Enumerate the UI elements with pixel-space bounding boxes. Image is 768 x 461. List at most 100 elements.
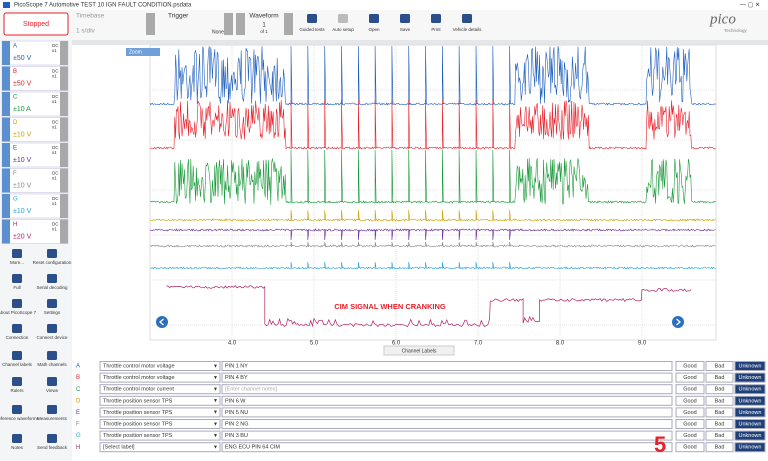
label-select[interactable] <box>99 419 221 429</box>
tool-icon[interactable] <box>47 434 57 443</box>
note-field[interactable] <box>221 372 673 383</box>
channel-plus[interactable] <box>60 117 68 142</box>
channel-minus[interactable] <box>2 92 10 116</box>
stopped-button[interactable] <box>3 12 69 36</box>
waveform-minus[interactable] <box>236 13 245 35</box>
tool-icon[interactable] <box>47 249 57 258</box>
tool-icon[interactable] <box>12 405 22 414</box>
nav-button[interactable] <box>672 316 684 328</box>
channel-probe: x1 <box>52 201 57 206</box>
channel-minus[interactable] <box>2 143 10 167</box>
rating-button[interactable] <box>705 361 734 371</box>
tool-icon[interactable] <box>12 434 22 443</box>
zoom-widget[interactable] <box>126 48 160 56</box>
label-select[interactable] <box>99 384 221 395</box>
trigger-plus[interactable] <box>224 13 233 35</box>
toolbar-icon[interactable] <box>462 14 472 23</box>
rating-button[interactable] <box>734 361 766 371</box>
channel-minus[interactable] <box>2 41 10 65</box>
waveform <box>149 209 716 222</box>
channel-plus[interactable] <box>60 66 68 91</box>
tool-icon[interactable] <box>47 274 57 283</box>
tool-icon[interactable] <box>47 324 57 333</box>
toolbar-icon[interactable] <box>338 14 348 23</box>
row-channel: D <box>76 398 81 404</box>
rating-button[interactable] <box>675 372 705 383</box>
tool-icon[interactable] <box>12 324 22 333</box>
tool-icon[interactable] <box>47 377 57 386</box>
waveform <box>149 261 716 270</box>
tool-icon[interactable] <box>12 377 22 386</box>
rating-button[interactable] <box>734 407 766 418</box>
label-select[interactable] <box>99 430 221 441</box>
channel-plus[interactable] <box>60 168 68 193</box>
toolbar-icon[interactable] <box>307 14 317 23</box>
channel-plus[interactable] <box>60 143 68 167</box>
rating-button[interactable] <box>734 442 766 453</box>
note-field[interactable] <box>221 442 673 453</box>
labels-tab[interactable] <box>383 345 455 356</box>
tool-icon[interactable] <box>12 299 22 308</box>
toolbar-icon[interactable] <box>431 14 441 23</box>
annotation: CIM SIGNAL WHEN CRANKING <box>334 302 446 311</box>
rating-button[interactable] <box>705 395 734 406</box>
tool-icon[interactable] <box>12 351 22 360</box>
label-select[interactable] <box>99 407 221 418</box>
note-field[interactable] <box>221 384 673 395</box>
rating-text: Bad <box>715 363 725 369</box>
tool-icon[interactable] <box>12 249 22 258</box>
tool-icon[interactable] <box>12 274 22 283</box>
rating-button[interactable] <box>734 395 766 406</box>
channel-minus[interactable] <box>2 168 10 193</box>
note-field[interactable] <box>221 395 673 406</box>
step-number: 5 <box>654 432 666 457</box>
channel-probe: x1 <box>52 227 57 232</box>
tool-icon[interactable] <box>47 351 57 360</box>
note-field[interactable] <box>221 430 673 441</box>
toolbar-icon[interactable] <box>369 14 379 23</box>
window-controls[interactable]: — ▢ ✕ <box>740 3 760 9</box>
label-select[interactable] <box>99 395 221 406</box>
channel-plus[interactable] <box>60 219 68 244</box>
toolbar-icon[interactable] <box>400 14 410 23</box>
rating-button[interactable] <box>675 395 705 406</box>
tool-icon[interactable] <box>47 405 57 414</box>
rating-button[interactable] <box>734 430 766 441</box>
waveform-plus[interactable] <box>284 13 293 35</box>
select-arrow: ▼ <box>213 398 218 404</box>
rating-button[interactable] <box>675 407 705 418</box>
rating-button[interactable] <box>734 372 766 383</box>
rating-button[interactable] <box>705 442 734 453</box>
channel-minus[interactable] <box>2 194 10 218</box>
rating-button[interactable] <box>734 419 766 429</box>
rating-button[interactable] <box>705 372 734 383</box>
label-select[interactable] <box>99 372 221 383</box>
label-select[interactable] <box>99 442 221 453</box>
rating-button[interactable] <box>675 361 705 371</box>
trigger-minus[interactable] <box>146 13 155 35</box>
rating-button[interactable] <box>675 384 705 395</box>
rating-button[interactable] <box>705 419 734 429</box>
rating-button[interactable] <box>705 407 734 418</box>
channel-plus[interactable] <box>60 41 68 65</box>
tool-icon[interactable] <box>47 299 57 308</box>
rating-button[interactable] <box>675 442 705 453</box>
channel-plus[interactable] <box>60 194 68 218</box>
label-select[interactable] <box>99 361 221 371</box>
rating-button[interactable] <box>675 430 705 441</box>
note-field[interactable] <box>221 361 673 371</box>
note-field[interactable] <box>221 407 673 418</box>
rating-button[interactable] <box>705 384 734 395</box>
channel-plus[interactable] <box>60 92 68 116</box>
rating-button[interactable] <box>734 384 766 395</box>
channel-minus[interactable] <box>2 66 10 91</box>
tool-label: Rulers <box>10 388 24 393</box>
rating-text: Good <box>683 363 696 369</box>
note-field[interactable] <box>221 419 673 429</box>
rating-button[interactable] <box>675 419 705 429</box>
nav-button[interactable] <box>156 316 168 328</box>
channel-minus[interactable] <box>2 219 10 244</box>
channel-minus[interactable] <box>2 117 10 142</box>
rating-button[interactable] <box>705 430 734 441</box>
